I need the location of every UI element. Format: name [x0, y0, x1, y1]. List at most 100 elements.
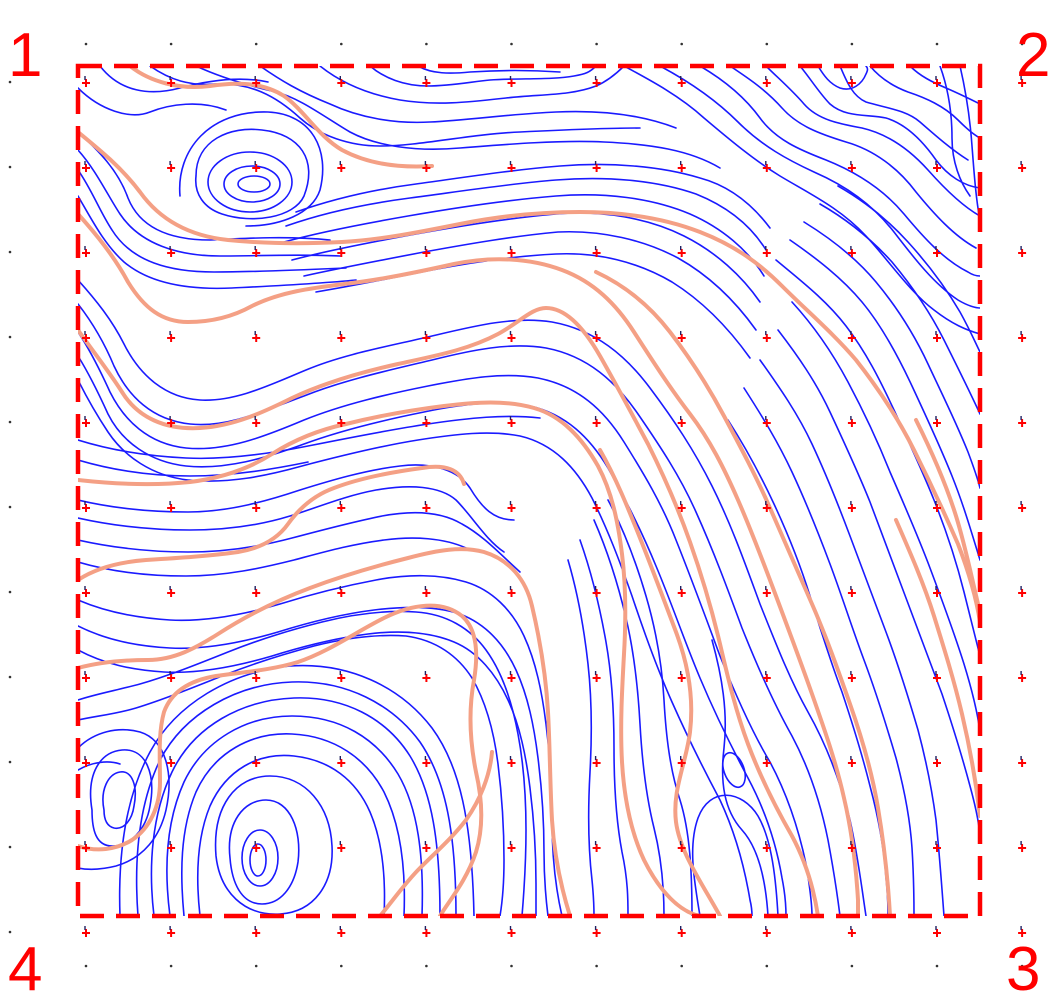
grid-marker — [167, 416, 176, 427]
grid-marker — [337, 586, 346, 597]
contour-line — [78, 610, 527, 916]
minor-contours — [78, 66, 980, 916]
grid-marker — [847, 331, 856, 342]
index-contour-line — [78, 306, 820, 916]
grid-marker — [507, 416, 516, 427]
contour-closed — [102, 771, 136, 830]
grid-marker — [422, 586, 431, 597]
contour-line — [567, 559, 595, 916]
grid-marker — [933, 416, 941, 427]
grid-marker — [507, 161, 516, 172]
grid-dot — [935, 42, 939, 46]
grid-marker — [1018, 161, 1027, 172]
grid-dot — [765, 42, 769, 46]
grid-marker — [422, 161, 431, 172]
grid-dot — [254, 964, 258, 968]
grid-marker — [167, 501, 176, 512]
grid-marker — [422, 671, 431, 682]
contour-line — [78, 279, 867, 916]
contour-line — [803, 221, 980, 489]
grid-marker — [82, 76, 90, 87]
grid-dot — [8, 930, 12, 934]
grid-marker — [1018, 671, 1027, 682]
grid-dot — [595, 42, 598, 46]
index-contour-line — [78, 212, 861, 916]
grid-marker — [82, 841, 90, 852]
grid-marker — [82, 756, 90, 767]
grid-marker — [1018, 756, 1027, 767]
grid-marker — [592, 926, 601, 937]
index-contour-line — [78, 547, 572, 916]
grid-marker — [82, 926, 90, 937]
contour-line — [839, 66, 969, 161]
contour-line — [78, 331, 813, 916]
contour-line — [699, 66, 980, 277]
contour-line — [743, 387, 915, 916]
contour-line — [78, 728, 170, 871]
contour-line — [78, 464, 515, 521]
grid-marker — [762, 76, 771, 87]
contour-line — [166, 715, 424, 916]
grid-marker — [847, 671, 856, 682]
grid-marker — [337, 841, 346, 852]
grid-marker — [422, 926, 431, 937]
grid-dot — [84, 964, 88, 968]
contour-line — [195, 66, 721, 169]
grid-marker — [337, 671, 346, 682]
grid-marker — [592, 246, 601, 257]
grid-marker — [167, 671, 176, 682]
grid-dot — [935, 964, 939, 968]
grid-marker — [592, 756, 601, 767]
grid-marker — [592, 841, 601, 852]
contour-line — [369, 66, 597, 87]
contour-line — [78, 87, 227, 116]
contour-line — [78, 511, 521, 573]
contour-line — [691, 794, 779, 916]
contour-line — [78, 486, 505, 553]
grid-marker — [252, 246, 261, 257]
grid-marker — [167, 246, 176, 257]
grid-marker — [677, 926, 686, 937]
contour-closed — [228, 799, 300, 905]
grid-marker — [507, 331, 516, 342]
grid-marker — [422, 246, 431, 257]
contour-line — [593, 519, 665, 916]
grid-dot — [1020, 42, 1024, 46]
grid-marker — [337, 331, 346, 342]
corner-label-2: 2 — [1016, 21, 1050, 90]
index-contour-line — [78, 400, 702, 916]
contour-line — [799, 66, 980, 189]
contour-layer — [78, 66, 980, 916]
grid-marker — [592, 586, 601, 597]
grid-marker — [507, 756, 516, 767]
grid-marker — [252, 501, 261, 512]
grid-marker — [677, 671, 686, 682]
grid-marker — [82, 331, 90, 342]
grid-marker — [933, 76, 941, 87]
grid-marker — [1018, 841, 1027, 852]
grid-marker — [1018, 586, 1027, 597]
contour-line — [196, 754, 386, 916]
grid-marker — [82, 501, 90, 512]
grid-marker — [847, 246, 856, 257]
grid-marker — [422, 841, 431, 852]
grid-marker — [167, 161, 176, 172]
grid-dot — [8, 505, 12, 509]
grid-marker — [422, 76, 431, 87]
grid-dot — [8, 590, 12, 594]
grid-marker — [82, 246, 90, 257]
grid-marker — [252, 416, 261, 427]
grid-dot — [425, 964, 428, 968]
contour-line — [78, 415, 541, 460]
contour-line — [765, 66, 980, 217]
grid-marker — [252, 76, 261, 87]
grid-marker — [677, 756, 686, 767]
contour-line — [959, 66, 980, 221]
grid-marker — [592, 161, 601, 172]
contour-closed — [89, 749, 153, 847]
grid-dot — [595, 964, 598, 968]
grid-marker — [847, 416, 856, 427]
grid-marker — [677, 246, 686, 257]
contour-line — [78, 303, 841, 916]
grid-marker — [847, 161, 856, 172]
